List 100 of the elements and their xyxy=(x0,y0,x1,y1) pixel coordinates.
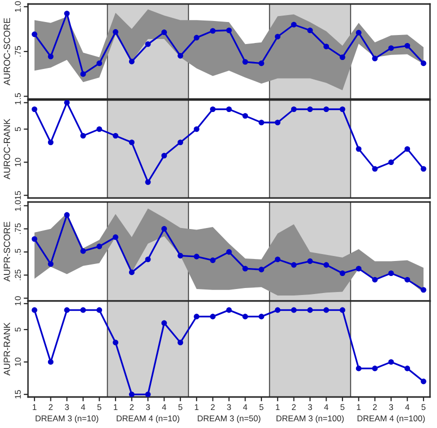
point xyxy=(96,244,102,250)
point xyxy=(32,106,38,112)
x-tick-label: 2 xyxy=(48,404,53,410)
point xyxy=(145,392,151,397)
x-tick-label: 5 xyxy=(422,404,426,410)
y-tick-label: 1 xyxy=(14,100,21,104)
y-tick-label: .25 xyxy=(14,270,21,280)
point xyxy=(274,256,280,262)
x-tick-label: 3 xyxy=(227,404,231,410)
point xyxy=(178,53,184,59)
point xyxy=(372,366,378,372)
point xyxy=(274,307,280,313)
y-tick-label: .75 xyxy=(14,46,21,57)
point xyxy=(323,307,330,313)
point xyxy=(96,126,102,132)
point xyxy=(420,378,426,384)
point xyxy=(96,307,102,313)
x-tick-label: 1 xyxy=(276,404,280,410)
point xyxy=(356,30,362,36)
point xyxy=(388,270,394,276)
point xyxy=(128,270,135,276)
point xyxy=(291,262,297,268)
point xyxy=(48,261,54,267)
point xyxy=(194,34,200,40)
point xyxy=(194,314,200,320)
y-axis-title: AUPR-RANK xyxy=(4,322,10,376)
point xyxy=(356,146,362,152)
point xyxy=(372,276,378,282)
x-tick-label: 4 xyxy=(80,404,86,410)
y-axis-title: AUROC-SCORE xyxy=(4,18,10,86)
point xyxy=(404,146,410,152)
point xyxy=(420,287,426,293)
x-tick-label: 3 xyxy=(389,404,394,410)
point xyxy=(291,307,297,313)
point xyxy=(128,58,135,64)
point xyxy=(80,248,86,254)
point xyxy=(388,45,394,51)
point xyxy=(242,266,248,272)
point xyxy=(112,340,118,346)
y-tick-label: 1.0 xyxy=(14,200,21,211)
point xyxy=(340,307,346,313)
point xyxy=(356,266,362,272)
point xyxy=(258,266,264,272)
x-tick-label: 4 xyxy=(324,404,328,410)
x-tick-label: 5 xyxy=(178,404,182,410)
point xyxy=(307,258,313,264)
point xyxy=(128,140,135,146)
point xyxy=(210,28,216,34)
point xyxy=(420,60,426,66)
x-tick-label: 5 xyxy=(340,404,344,410)
text: DREAM 3 (n=100) xyxy=(276,415,344,423)
point xyxy=(210,258,216,264)
point xyxy=(145,179,151,185)
y-tick-label: .5 xyxy=(14,248,21,255)
point xyxy=(404,366,410,372)
point xyxy=(356,366,362,372)
point xyxy=(32,307,38,313)
point xyxy=(80,307,86,313)
point xyxy=(307,28,313,34)
point xyxy=(32,236,38,242)
x-tick-label: 3 xyxy=(64,404,69,410)
point xyxy=(388,359,394,365)
point xyxy=(80,71,86,77)
point xyxy=(64,100,70,106)
point xyxy=(372,56,378,62)
point xyxy=(242,59,248,65)
point xyxy=(178,252,184,258)
point xyxy=(291,106,297,112)
y-tick-label: 5 xyxy=(14,328,21,332)
point xyxy=(307,307,313,313)
x-tick-label: 3 xyxy=(308,404,312,410)
point xyxy=(128,392,135,397)
x-tick-label: 2 xyxy=(292,404,296,410)
point xyxy=(420,166,426,172)
point xyxy=(178,340,184,346)
x-tick-label: 1 xyxy=(32,404,36,410)
point xyxy=(48,140,54,146)
y-tick-label: 10 xyxy=(14,358,21,366)
x-tick-label: 5 xyxy=(97,404,102,410)
point xyxy=(404,42,410,49)
point xyxy=(145,256,151,262)
point xyxy=(404,276,410,282)
point xyxy=(226,28,232,34)
point xyxy=(112,234,118,240)
point xyxy=(112,132,118,139)
point xyxy=(96,60,102,66)
y-tick-label: 10 xyxy=(14,158,21,166)
point xyxy=(178,140,184,146)
y-tick-label: 15 xyxy=(14,390,21,398)
x-tick-label: 1 xyxy=(114,404,118,410)
point xyxy=(161,30,167,36)
point xyxy=(242,113,248,119)
point xyxy=(161,320,167,326)
point xyxy=(48,54,54,60)
x-tick-label: 2 xyxy=(130,404,134,410)
point xyxy=(226,106,232,112)
point xyxy=(226,307,232,313)
point xyxy=(80,132,86,139)
point xyxy=(64,307,70,313)
y-tick-label: 5 xyxy=(14,127,21,132)
